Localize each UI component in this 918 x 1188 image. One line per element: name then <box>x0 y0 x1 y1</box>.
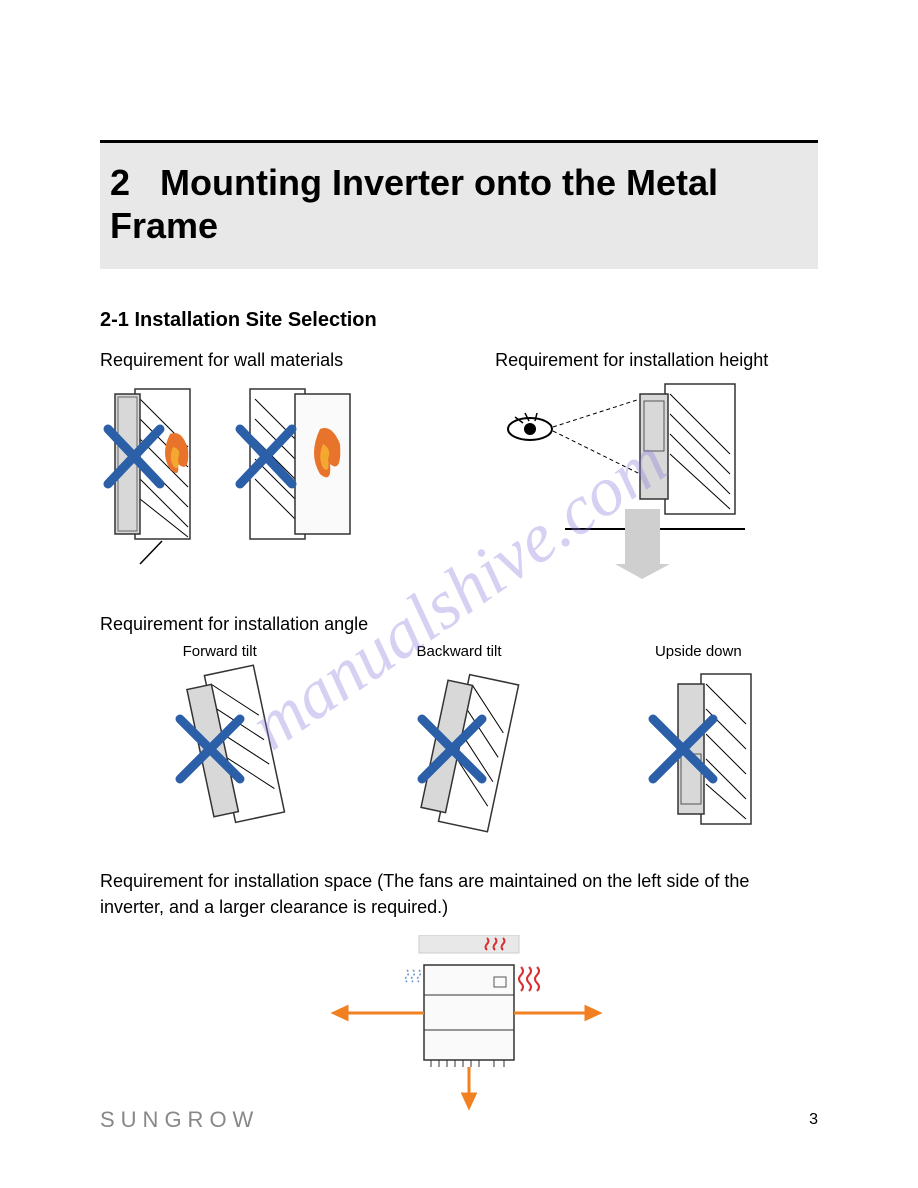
label-backward-tilt: Backward tilt <box>384 643 534 660</box>
caption-space: Requirement for installation space (The … <box>100 869 818 919</box>
caption-wall-materials: Requirement for wall materials <box>100 350 455 371</box>
label-forward-tilt: Forward tilt <box>145 643 295 660</box>
caption-angle: Requirement for installation angle <box>100 614 818 635</box>
diagram-height <box>495 379 818 584</box>
diagram-forward-tilt <box>145 664 295 839</box>
chapter-title: Mounting Inverter onto the Metal Frame <box>110 162 718 246</box>
caption-height: Requirement for installation height <box>495 350 818 371</box>
diagram-upside-down <box>623 664 773 839</box>
page-number: 3 <box>809 1111 818 1129</box>
diagram-wall-materials <box>100 379 455 574</box>
brand-logo: SUNGROW <box>100 1107 259 1133</box>
section-title: Installation Site Selection <box>134 309 376 331</box>
section-number: 2-1 <box>100 309 129 331</box>
chapter-number: 2 <box>110 162 130 203</box>
section-heading: 2-1 Installation Site Selection <box>100 309 818 332</box>
chapter-heading: 2 Mounting Inverter onto the Metal Frame <box>100 140 818 269</box>
diagram-space <box>100 935 818 1115</box>
label-upside-down: Upside down <box>623 643 773 660</box>
diagram-backward-tilt <box>384 664 534 839</box>
